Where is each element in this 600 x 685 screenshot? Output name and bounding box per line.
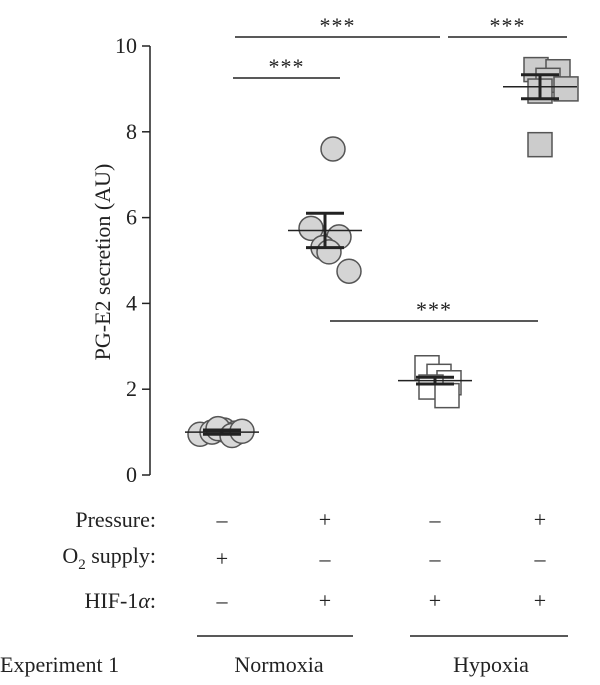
condition-r1-g3: – [429, 507, 442, 532]
condition-values: – + – + + – – – – + + + [216, 507, 547, 613]
data-point-g2-6 [336, 258, 362, 284]
data-point-g2-1 [320, 136, 346, 162]
condition-r3-g2: + [319, 588, 331, 613]
group-label-hypoxia: Hypoxia [453, 652, 529, 677]
mean-sem-bars [185, 73, 577, 436]
data-point-g4-6 [527, 131, 553, 158]
experiment-label: Experiment 1 [0, 652, 119, 677]
significance-label-4: *** [416, 297, 452, 322]
condition-r1-g4: + [534, 507, 546, 532]
significance-label-2: *** [320, 13, 356, 38]
condition-r2-g2: – [319, 546, 332, 571]
y-tick-label-2: 2 [126, 376, 137, 401]
condition-r3-g1: – [216, 588, 229, 613]
row-label-o2-supply: O2 supply: [62, 543, 156, 573]
data-point-g2-5 [316, 239, 342, 265]
data-points [187, 56, 579, 449]
y-axis-title: PG-E2 secretion (AU) [90, 164, 115, 361]
condition-table: Pressure: O2 supply: HIF-1α: – + – + + – – – – + +… [62, 507, 546, 613]
data-point-g3-5 [434, 382, 460, 409]
condition-r3-g3: + [429, 588, 441, 613]
significance-label-1: *** [269, 54, 305, 79]
condition-r3-g4: + [534, 588, 546, 613]
data-point-g4-4 [553, 76, 579, 102]
experiment-groups: Experiment 1 Normoxia Hypoxia [0, 635, 568, 677]
y-tick-label-10: 10 [115, 33, 137, 58]
data-point-g2-2 [298, 215, 324, 242]
y-tick-label-0: 0 [126, 462, 137, 487]
significance-brackets: *** *** *** *** [233, 13, 567, 322]
condition-r1-g2: + [319, 507, 331, 532]
group-label-normoxia: Normoxia [234, 652, 323, 677]
y-tick-label-8: 8 [126, 119, 137, 144]
condition-r2-g1: + [216, 546, 228, 571]
row-label-hif1a: HIF-1α: [85, 588, 156, 613]
condition-r1-g1: – [216, 507, 229, 532]
significance-label-3: *** [490, 13, 526, 38]
y-tick-label-4: 4 [126, 290, 137, 315]
row-label-pressure: Pressure: [75, 507, 156, 532]
y-tick-label-6: 6 [126, 205, 137, 230]
y-ticks: 0 2 4 6 8 10 [115, 33, 150, 487]
condition-r2-g4: – [534, 546, 547, 571]
condition-r2-g3: – [429, 546, 442, 571]
